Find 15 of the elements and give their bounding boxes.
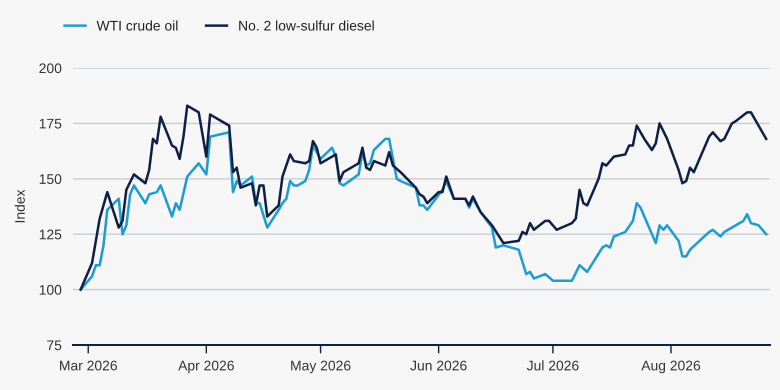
y-tick-label: 125	[40, 230, 62, 240]
y-tick-label: 200	[39, 63, 62, 74]
y-tick-label: 150	[40, 174, 62, 184]
legend-label: WTI crude oil	[96, 20, 178, 31]
y-axis-title: Index	[14, 190, 25, 222]
x-tick-label: Apr 2026	[178, 360, 234, 374]
x-tick-label: Jul 2026	[526, 360, 579, 370]
y-tick-label: 175	[40, 118, 62, 129]
x-tick-label: May 2026	[291, 360, 350, 374]
x-tick-label: Aug 2026	[641, 360, 700, 374]
x-tick-label: Jun 2026	[410, 360, 467, 370]
y-tick-label: 100	[40, 284, 62, 295]
legend-label: No. 2 low-sulfur diesel	[239, 20, 374, 31]
y-tick-label: 75	[47, 340, 62, 350]
x-tick-label: Mar 2026	[60, 360, 117, 370]
